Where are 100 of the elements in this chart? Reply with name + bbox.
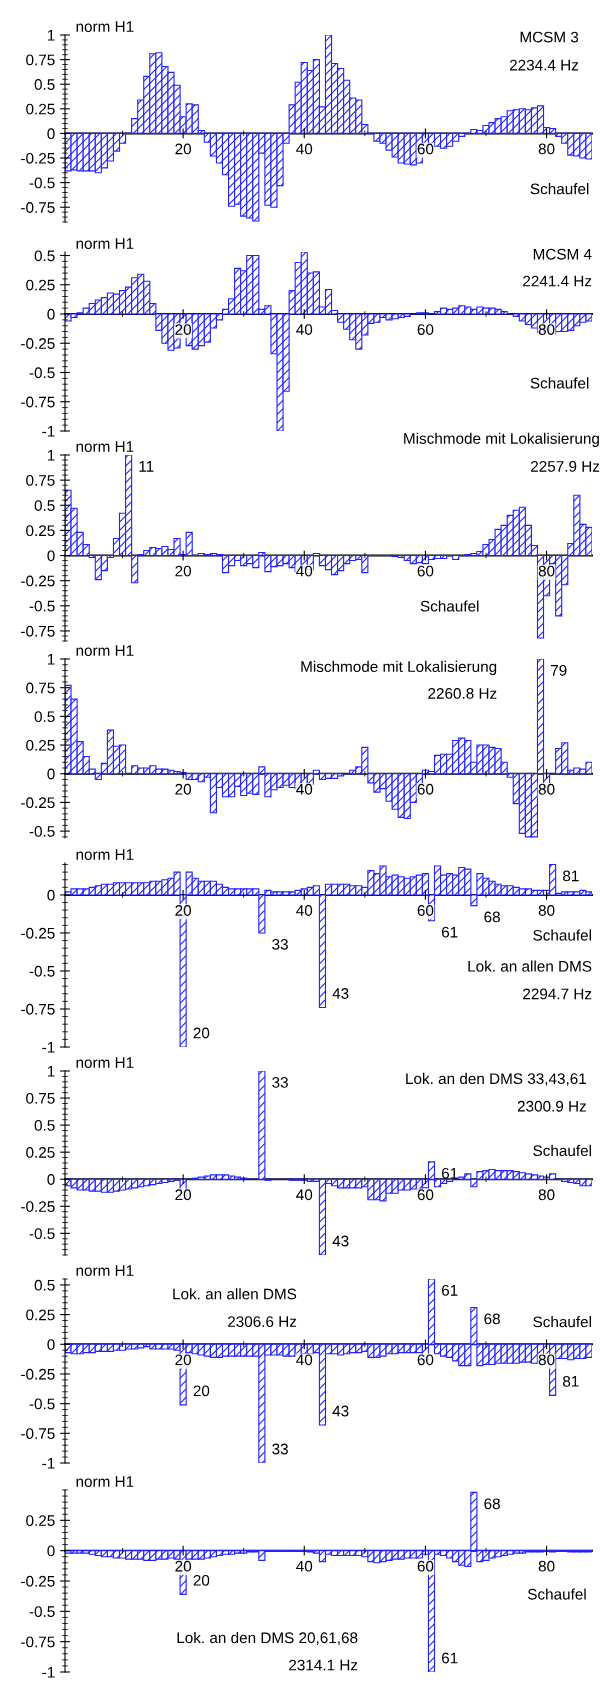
x-axis-title: Schaufel [530,183,589,195]
x-tick-label: 80 [538,783,555,795]
y-tick-label: -1 [42,426,55,437]
annotation: 20 [193,1574,210,1586]
y-tick-label: 0 [47,308,55,320]
annotation: 33 [272,1076,288,1088]
y-tick-label: -0.5 [29,177,55,189]
annotation: 43 [332,1405,349,1417]
y-tick-label: -0.75 [21,625,55,637]
y-tick-label: -0.25 [21,1368,55,1380]
annotation: 43 [332,1235,349,1247]
x-tick-label: 40 [296,1354,313,1366]
x-tick-label: 40 [296,905,313,916]
annotation: 68 [484,1498,500,1510]
y-tick-label: -0.25 [21,927,55,939]
y-tick-label: -1 [42,1042,55,1053]
x-tick-label: 80 [538,905,555,916]
chart-title: Mischmode mit Lokalisierung [404,432,599,447]
x-tick-label: 80 [538,1560,555,1572]
x-tick-label: 20 [175,783,192,795]
x-axis-title: Schaufel [420,600,479,612]
x-tick-label: 80 [538,1189,555,1201]
x-tick-label: 80 [538,565,555,577]
y-tick-label: -1 [42,1667,55,1678]
y-tick-label: 1 [47,450,55,461]
x-tick-label: 40 [296,1560,313,1572]
y-tick-label: -0.75 [21,202,55,213]
y-tick-label: -0.25 [21,152,55,164]
chart-title: MCSM 4 [533,248,592,260]
y-tick-label: 0 [47,1339,55,1350]
y-axis-title: norm H1 [76,238,134,249]
x-tick-label: 60 [417,1189,434,1201]
y-tick-label: -1 [42,1458,55,1469]
y-axis-title: norm H1 [76,1057,134,1068]
annotation: 61 [441,1652,458,1664]
annotation: 61 [441,926,458,938]
annotation: 81 [563,1375,579,1387]
x-tick-label: 80 [538,324,555,335]
x-axis-title: Schaufel [533,929,591,941]
y-tick-label: -0.25 [21,575,55,587]
y-tick-label: -0.5 [29,965,55,977]
x-tick-label: 20 [175,1354,192,1366]
x-tick-label: 20 [175,905,192,916]
x-tick-label: 80 [538,1354,555,1366]
x-tick-label: 40 [296,324,313,335]
y-tick-label: 1 [47,654,55,665]
y-tick-label: 0.25 [26,279,55,291]
text: 2314.1 Hz [289,1659,358,1671]
y-tick-label: 1 [47,1066,55,1077]
y-tick-label: 0 [47,1174,55,1185]
x-tick-label: 60 [417,324,434,335]
text: Lok. an den DMS 20,61,68 [177,1631,358,1645]
y-tick-label: 0.25 [26,739,55,751]
text: 2306.6 Hz [228,1316,297,1328]
y-tick-label: 0.5 [34,711,55,723]
y-tick-label: 0 [47,889,55,901]
y-axis-title: norm H1 [76,645,134,656]
y-tick-label: -0.75 [21,1428,55,1440]
x-tick-label: 60 [417,1354,434,1366]
annotation: 61 [441,1167,458,1179]
y-tick-label: -0.25 [21,338,55,349]
x-tick-label: 20 [175,565,192,577]
y-axis-title: norm H1 [76,1476,134,1487]
x-tick-label: 60 [417,565,434,577]
text: Lok. an allen DMS [468,960,592,972]
y-tick-label: -0.5 [29,1606,55,1618]
annotation: 11 [139,461,154,472]
text: 2300.9 Hz [517,1100,586,1112]
y-tick-label: 0.25 [26,103,55,115]
annotation: 20 [193,1385,210,1397]
x-tick-label: 80 [538,143,555,155]
annotation: 43 [332,988,349,999]
x-tick-label: 20 [175,1560,192,1572]
annotation: 79 [551,664,567,676]
text: 2234.4 Hz [509,59,579,71]
x-tick-label: 60 [417,1560,434,1572]
x-axis-title: Schaufel [533,1316,591,1328]
x-tick-label: 20 [175,143,192,155]
y-tick-label: 0.75 [26,1092,55,1104]
x-axis-title: Schaufel [530,377,589,389]
chart-title: MCSM 3 [520,31,579,43]
chart-subtitle: 2257.9 Hz [531,460,600,472]
y-tick-label: 1 [47,30,55,41]
y-tick-label: -0.25 [21,1201,55,1212]
x-axis-title: Schaufel [533,1144,591,1157]
y-tick-label: -0.25 [21,1575,55,1587]
annotation: 68 [484,911,500,923]
y-axis-title: norm H1 [76,441,134,452]
y-tick-label: -0.5 [29,600,55,612]
x-tick-label: 40 [296,1189,313,1201]
y-tick-label: -0.5 [29,825,55,837]
y-tick-label: 0 [47,550,55,562]
y-tick-label: -0.5 [29,1398,55,1410]
chart-title: Lok. an allen DMS [173,1288,297,1300]
x-axis-title: Schaufel [527,1588,586,1600]
text: 2260.8 Hz [428,688,497,699]
y-axis-title: norm H1 [76,1265,134,1276]
y-tick-label: -0.5 [29,367,55,379]
x-tick-label: 60 [417,783,434,795]
x-tick-label: 60 [417,143,434,155]
